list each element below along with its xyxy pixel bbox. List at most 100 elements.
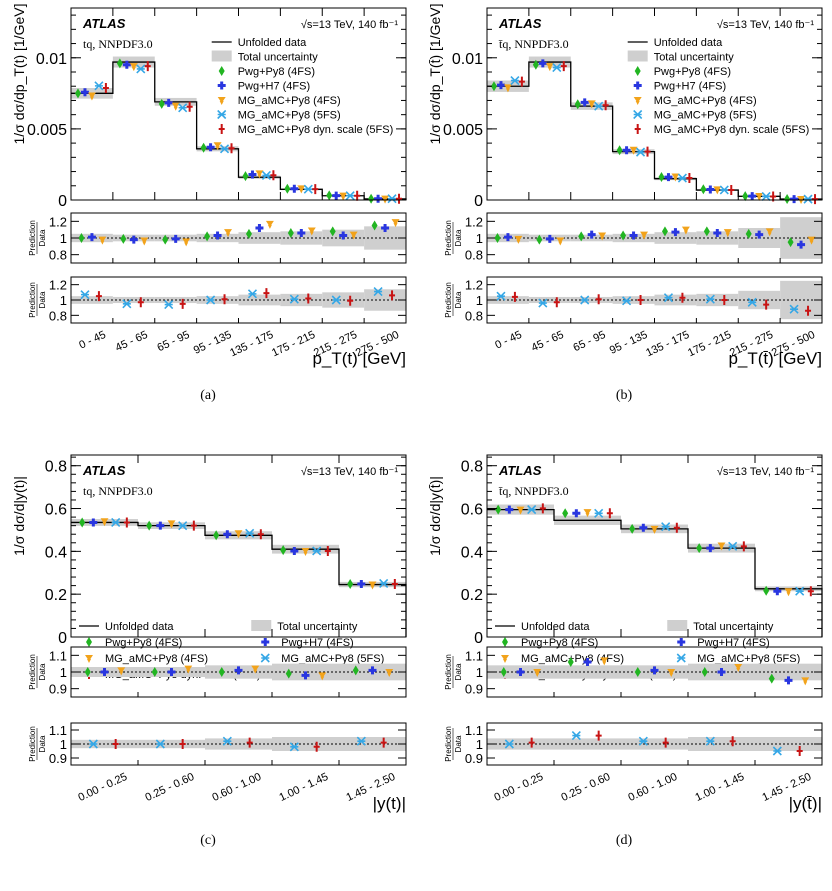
ratio-point <box>671 228 680 237</box>
ratio-point <box>162 234 169 245</box>
x-axis-title: p_T(t) [GeV] <box>312 349 406 368</box>
legend-series-label: MG_aMC+Py8 (4FS) <box>521 653 624 665</box>
ratio-y-tick-label: 0.9 <box>465 682 483 697</box>
ratio-point <box>78 233 85 243</box>
legend-uncertainty-label: Total uncertainty <box>238 52 319 64</box>
ratio-point <box>389 290 396 301</box>
ratio-point <box>155 739 165 749</box>
prediction-point <box>650 525 659 534</box>
ratio-point <box>713 229 722 237</box>
energy-label: √s=13 TeV, 140 fb⁻¹ <box>301 19 399 31</box>
prediction-point <box>803 194 813 204</box>
prediction-point <box>312 546 322 556</box>
ratio-y-label-denominator: Data <box>454 291 463 308</box>
caption-a: (a) <box>200 388 216 403</box>
ratio-point <box>494 233 501 243</box>
prediction-point <box>742 191 749 202</box>
prediction-point <box>658 171 665 182</box>
ratio-point <box>784 676 793 685</box>
legend-marker <box>217 109 227 120</box>
ratio-point <box>171 234 180 243</box>
prediction-point <box>290 184 299 193</box>
prediction-point <box>223 530 232 539</box>
ratio-point <box>805 305 812 316</box>
energy-label: √s=13 TeV, 140 fb⁻¹ <box>717 19 815 31</box>
prediction-point <box>545 63 554 72</box>
ratio-pad-1: 0.8 1 1.2 <box>49 212 407 264</box>
ratio-point <box>305 293 312 304</box>
legend: Unfolded data Total uncertainty Pwg+Py8 (4… <box>211 37 393 136</box>
ratio-y-tick-label: 1.2 <box>465 214 483 229</box>
ratio-point <box>234 666 243 675</box>
category-label: 0.25 - 0.60 <box>143 771 196 804</box>
ratio-series-plus <box>511 291 812 316</box>
category-label: 45 - 65 <box>114 329 150 354</box>
ratio-uncertainty-band <box>621 738 688 750</box>
series-plus <box>102 61 403 204</box>
prediction-point <box>560 61 567 72</box>
series-triangle <box>516 506 793 597</box>
legend-series-label: MG_aMC+Py8 (5FS) <box>697 653 800 665</box>
y-tick-label: 0.8 <box>461 459 483 476</box>
ratio-y-axis-label: Prediction Data <box>444 282 463 318</box>
prediction-point <box>671 173 680 182</box>
ratio-point <box>587 230 596 239</box>
main-y-axis-label-text: 1/σ dσ/dp_T(t̄) [1/GeV] <box>427 3 443 144</box>
ratio-series-cross <box>100 666 377 680</box>
ratio-point <box>100 668 109 676</box>
prediction-point <box>312 184 319 195</box>
legend-marker <box>634 124 641 134</box>
x-axis-title: p_T(t̄) [GeV] <box>728 349 822 368</box>
prediction-point <box>242 171 249 182</box>
series-diamond <box>490 59 791 205</box>
legend-marker <box>676 653 686 663</box>
prediction-point <box>740 541 747 552</box>
ratio-y-tick-label: 1 <box>476 231 483 246</box>
series-star <box>510 62 813 204</box>
prediction-point <box>178 103 188 113</box>
series-diamond <box>79 517 354 590</box>
ratio-point <box>380 737 387 748</box>
main-frame <box>486 454 823 638</box>
prediction-point <box>391 579 398 590</box>
ratio-y-label-numerator: Prediction <box>444 220 453 256</box>
prediction-point <box>339 192 348 201</box>
legend-marker <box>85 655 93 663</box>
prediction-point <box>219 144 230 154</box>
ratio-y-axis-label: Prediction Data <box>444 654 463 690</box>
ratio-point <box>637 295 644 305</box>
prediction-point <box>326 190 333 201</box>
prediction-point <box>518 76 525 87</box>
ratio-uncertainty-band <box>364 226 406 250</box>
category-label: 175 - 215 <box>270 329 317 360</box>
main-pad-a: 0 0.005 0.01 ATLAS √s=13 TeV, 140 fb⁻¹ tq, NN… <box>27 7 407 210</box>
ratio-point <box>797 240 806 249</box>
ratio-point <box>371 220 378 231</box>
legend-uncertainty-label: Total uncertainty <box>693 621 774 633</box>
ratio-uncertainty-band <box>528 296 571 304</box>
ratio-series-star <box>80 287 383 310</box>
ratio-point <box>140 237 149 246</box>
ratio-series-diamond <box>84 665 359 679</box>
ratio-series-triangle <box>514 226 816 246</box>
main-y-axis-label: 1/σ dσ/dp_T(t̄) [1/GeV] <box>427 3 443 144</box>
prediction-point <box>234 530 243 539</box>
atlas-label: ATLAS <box>82 16 126 31</box>
ratio-point <box>807 236 816 245</box>
category-labels: 0.00 - 0.25 0.25 - 0.60 0.60 - 1.00 1.00 - … <box>492 771 813 804</box>
ratio-point <box>385 669 394 677</box>
ratio-point <box>307 227 316 236</box>
category-label: 0 - 45 <box>493 329 524 352</box>
legend-marker <box>86 637 92 647</box>
ratio-y-label-denominator: Data <box>454 229 463 246</box>
y-tick-label: 0.01 <box>36 51 67 68</box>
ratio-point <box>313 741 320 752</box>
legend-series-label: MG_aMC+Py8 (5FS) <box>654 110 757 122</box>
prediction-point <box>136 64 146 74</box>
legend-series-label: Pwg+H7 (4FS) <box>697 637 769 649</box>
legend-marker <box>217 97 226 105</box>
main-y-axis-label: 1/σ dσ/d|y(t̄)| <box>427 476 443 556</box>
ratio-series-plus <box>95 288 396 309</box>
ratio-y-label-numerator: Prediction <box>444 654 453 690</box>
ratio-point <box>381 224 390 232</box>
